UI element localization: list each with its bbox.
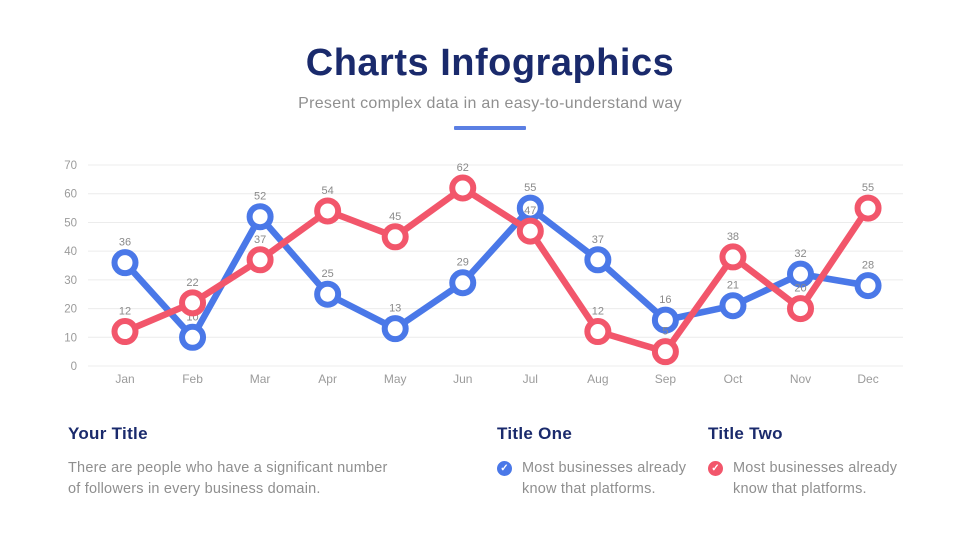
svg-text:16: 16 — [659, 294, 671, 306]
section-body: There are people who have a significant … — [68, 460, 388, 498]
line-chart: 0 10 20 30 40 50 60 70 Jan Feb Mar Apr May Jun Jul Aug S… — [64, 160, 903, 386]
check-circle-blue-icon: ✓ — [497, 461, 512, 476]
footer-section-title-one: Title One ✓ Most businesses already know… — [497, 424, 702, 500]
chart-area: 0 10 20 30 40 50 60 70 Jan Feb Mar Apr May Jun Jul Aug S… — [0, 150, 980, 400]
svg-text:12: 12 — [119, 306, 131, 318]
svg-text:45: 45 — [389, 211, 401, 223]
svg-text:Feb: Feb — [182, 372, 203, 386]
legend-item-blue: ✓ Most businesses already know that plat… — [497, 458, 702, 500]
svg-text:May: May — [384, 372, 407, 386]
svg-text:Jun: Jun — [453, 372, 472, 386]
svg-text:70: 70 — [64, 160, 77, 172]
svg-text:Jan: Jan — [115, 372, 134, 386]
svg-text:0: 0 — [71, 361, 77, 373]
svg-text:Jul: Jul — [523, 372, 538, 386]
legend-item-text: Most businesses already know that platfo… — [522, 460, 687, 498]
svg-text:Nov: Nov — [790, 372, 811, 386]
svg-text:29: 29 — [457, 257, 469, 269]
svg-text:62: 62 — [457, 162, 469, 174]
svg-text:36: 36 — [119, 237, 131, 249]
svg-text:32: 32 — [794, 248, 806, 260]
svg-text:37: 37 — [592, 234, 604, 246]
svg-text:22: 22 — [186, 277, 198, 289]
legend-item-text: Most businesses already know that platfo… — [733, 460, 898, 498]
svg-text:28: 28 — [862, 260, 874, 272]
svg-text:40: 40 — [64, 246, 77, 258]
svg-text:20: 20 — [64, 304, 77, 316]
svg-text:20: 20 — [794, 283, 806, 295]
section-heading: Title One — [497, 424, 573, 443]
svg-text:52: 52 — [254, 191, 266, 203]
svg-text:21: 21 — [727, 280, 739, 292]
svg-text:12: 12 — [592, 306, 604, 318]
page-title: Charts Infographics — [305, 42, 675, 84]
legend-item-red: ✓ Most businesses already know that plat… — [708, 458, 928, 500]
svg-text:Oct: Oct — [724, 372, 743, 386]
svg-text:5: 5 — [662, 326, 668, 338]
footer-section-title-two: Title Two ✓ Most businesses already know… — [708, 424, 928, 500]
svg-text:Dec: Dec — [857, 372, 878, 386]
section-heading: Title Two — [708, 424, 783, 443]
svg-text:13: 13 — [389, 303, 401, 315]
svg-text:Mar: Mar — [250, 372, 271, 386]
svg-text:30: 30 — [64, 275, 77, 287]
section-heading: Your Title — [68, 424, 148, 443]
svg-text:38: 38 — [727, 231, 739, 243]
svg-text:37: 37 — [254, 234, 266, 246]
check-circle-red-icon: ✓ — [708, 461, 723, 476]
svg-text:60: 60 — [64, 189, 77, 201]
svg-text:10: 10 — [64, 332, 77, 344]
svg-text:55: 55 — [862, 182, 874, 194]
svg-text:Aug: Aug — [587, 372, 608, 386]
svg-text:55: 55 — [524, 182, 536, 194]
page-subtitle: Present complex data in an easy-to-under… — [298, 94, 682, 112]
footer-section-your-title: Your Title There are people who have a s… — [68, 424, 398, 500]
accent-underline — [454, 125, 526, 130]
svg-text:Sep: Sep — [655, 372, 677, 386]
svg-text:47: 47 — [524, 205, 536, 217]
svg-text:Apr: Apr — [318, 372, 337, 386]
header: Charts Infographics Present complex data… — [0, 42, 980, 130]
svg-text:25: 25 — [322, 268, 334, 280]
svg-text:54: 54 — [322, 185, 334, 197]
svg-text:50: 50 — [64, 217, 77, 229]
